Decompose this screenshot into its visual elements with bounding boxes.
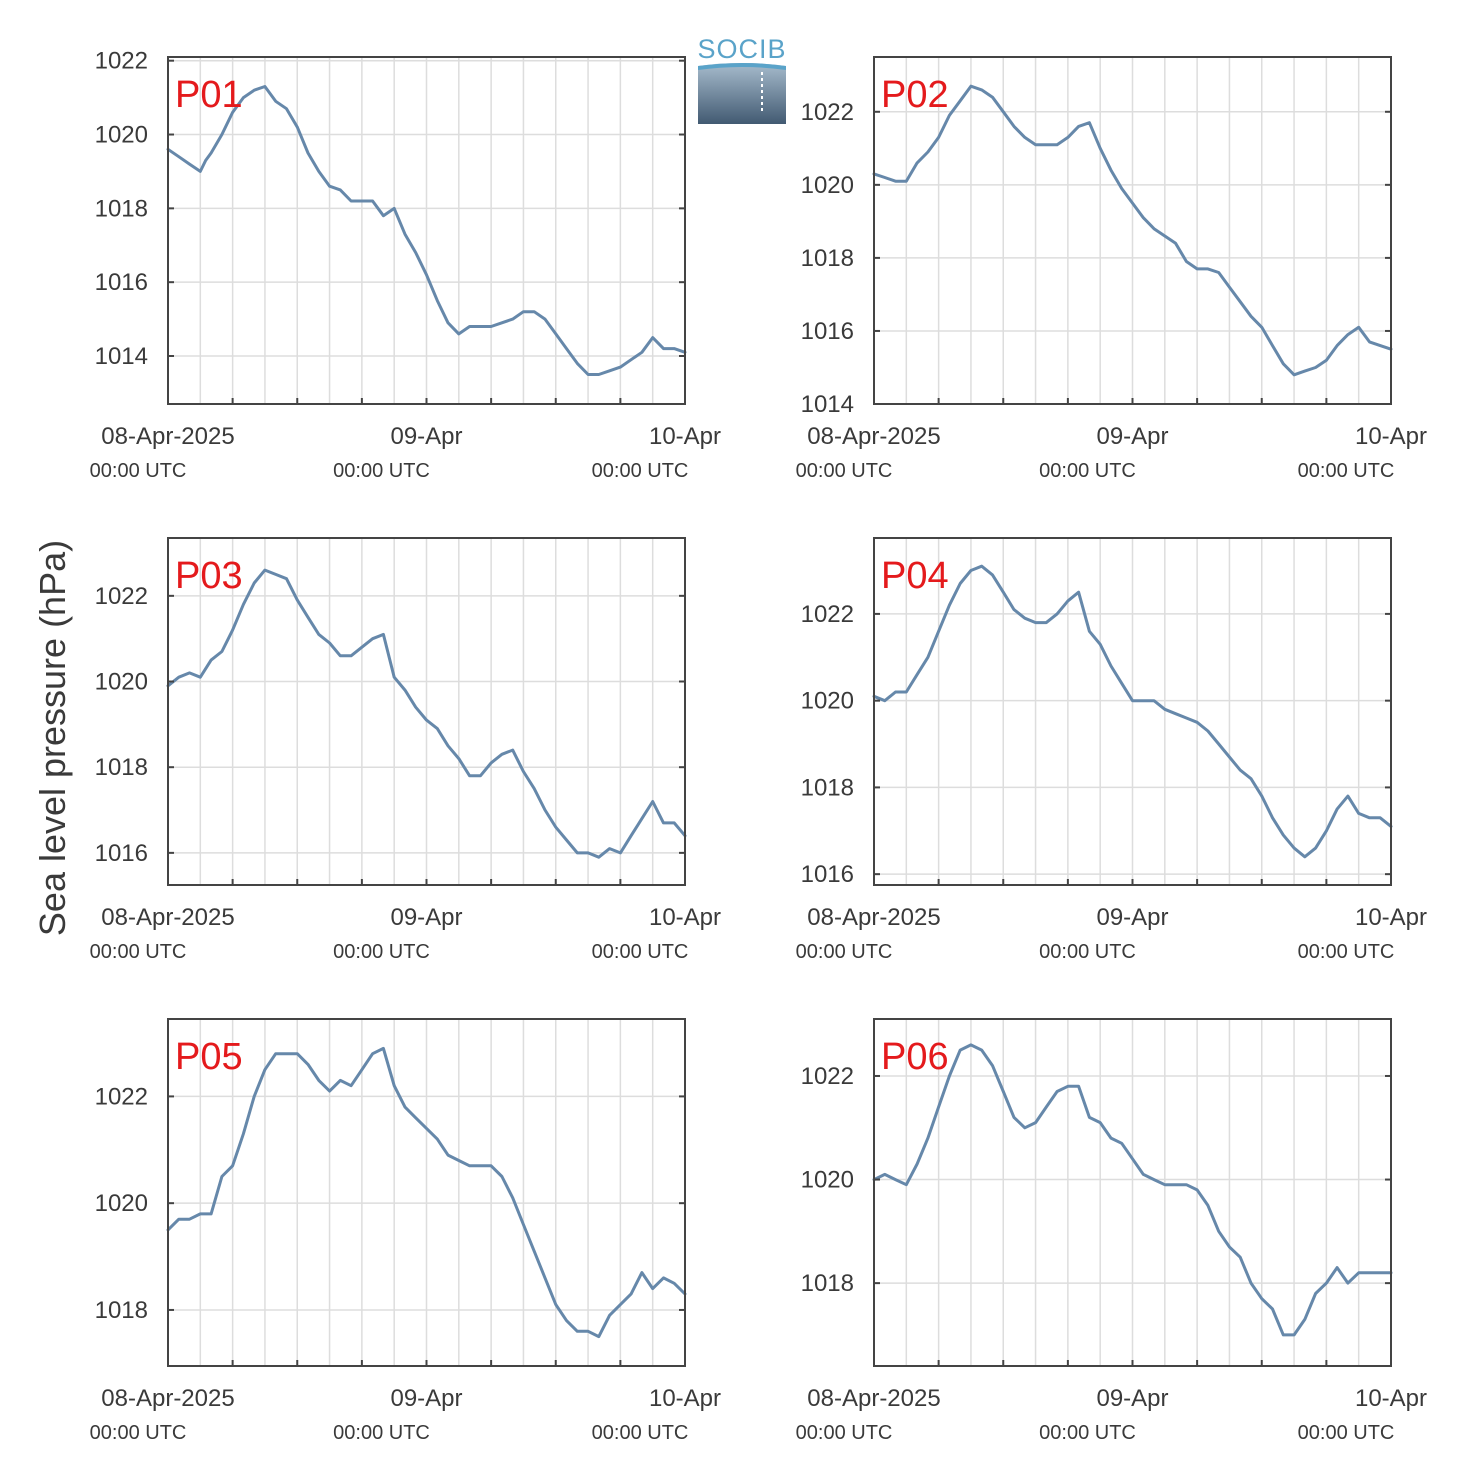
x-tick-sublabel: 00:00 UTC xyxy=(592,941,689,963)
x-tick-sublabel: 00:00 UTC xyxy=(90,460,187,482)
panel-label: P02 xyxy=(881,74,949,116)
y-tick-label: 1016 xyxy=(801,861,854,888)
x-tick-sublabel: 00:00 UTC xyxy=(1298,941,1395,963)
y-tick-label: 1022 xyxy=(95,48,148,75)
x-tick-sublabel: 00:00 UTC xyxy=(1039,460,1136,482)
series-line xyxy=(872,84,1393,377)
x-tick-label: 09-Apr xyxy=(390,904,462,931)
y-tick-label: 1018 xyxy=(801,774,854,801)
y-axis-label: Sea level pressure (hPa) xyxy=(32,540,73,936)
y-tick-label: 1018 xyxy=(95,1297,148,1324)
panel-label: P04 xyxy=(881,555,949,597)
x-tick-sublabel: 00:00 UTC xyxy=(1298,1422,1395,1444)
chart-panel-p05: 1018 1020 1022 08-Apr-2025 00:00 UTC 09-Apr 00… xyxy=(90,1018,721,1444)
x-tick-sublabel: 00:00 UTC xyxy=(333,941,430,963)
x-tick-label: 08-Apr-2025 xyxy=(807,423,940,450)
x-tick-label: 10-Apr xyxy=(1355,423,1427,450)
y-tick-label: 1020 xyxy=(95,1190,148,1217)
series-line xyxy=(872,564,1393,859)
x-tick-label: 08-Apr-2025 xyxy=(807,1385,940,1412)
x-tick-label: 08-Apr-2025 xyxy=(101,904,234,931)
x-tick-label: 08-Apr-2025 xyxy=(101,423,234,450)
y-tick-label: 1018 xyxy=(801,245,854,272)
x-tick-sublabel: 00:00 UTC xyxy=(1298,460,1395,482)
x-tick-label: 09-Apr xyxy=(390,1385,462,1412)
y-tick-label: 1022 xyxy=(801,99,854,126)
y-tick-label: 1020 xyxy=(95,669,148,696)
y-tick-label: 1020 xyxy=(95,122,148,149)
y-tick-label: 1020 xyxy=(801,172,854,199)
panel-label: P05 xyxy=(175,1036,243,1078)
logo-wave-top xyxy=(698,63,786,70)
panel-label: P01 xyxy=(175,74,243,116)
x-tick-sublabel: 00:00 UTC xyxy=(796,1422,893,1444)
x-tick-label: 10-Apr xyxy=(1355,904,1427,931)
y-tick-label: 1022 xyxy=(801,601,854,628)
x-tick-sublabel: 00:00 UTC xyxy=(90,941,187,963)
chart-panel-p01: 1014 1016 1018 1020 1022 08-Apr-2025 00:00 UTC… xyxy=(90,48,721,482)
y-tick-label: 1022 xyxy=(801,1063,854,1090)
series-line xyxy=(166,568,687,859)
x-tick-sublabel: 00:00 UTC xyxy=(90,1422,187,1444)
x-tick-label: 08-Apr-2025 xyxy=(101,1385,234,1412)
x-tick-sublabel: 00:00 UTC xyxy=(1039,941,1136,963)
y-tick-label: 1018 xyxy=(95,195,148,222)
y-tick-label: 1020 xyxy=(801,1167,854,1194)
series-line xyxy=(166,85,687,376)
y-tick-label: 1022 xyxy=(95,1083,148,1110)
x-tick-sublabel: 00:00 UTC xyxy=(592,1422,689,1444)
x-tick-sublabel: 00:00 UTC xyxy=(796,941,893,963)
x-tick-label: 10-Apr xyxy=(649,423,721,450)
logo-wave-block xyxy=(698,63,786,124)
y-tick-label: 1022 xyxy=(95,583,148,610)
chart-panel-p04: 1016 1018 1020 1022 08-Apr-2025 00:00 UTC 09-A… xyxy=(796,537,1427,963)
logo-text: SOCIB xyxy=(697,34,786,64)
x-tick-label: 09-Apr xyxy=(1096,904,1168,931)
x-tick-sublabel: 00:00 UTC xyxy=(333,460,430,482)
panel-label: P03 xyxy=(175,555,243,597)
x-tick-sublabel: 00:00 UTC xyxy=(333,1422,430,1444)
x-tick-label: 10-Apr xyxy=(1355,1385,1427,1412)
x-tick-label: 09-Apr xyxy=(1096,1385,1168,1412)
chart-panel-p06: 1018 1020 1022 08-Apr-2025 00:00 UTC 09-Apr 00… xyxy=(796,1018,1427,1444)
x-tick-label: 09-Apr xyxy=(390,423,462,450)
y-tick-label: 1018 xyxy=(801,1270,854,1297)
panel-label: P06 xyxy=(881,1036,949,1078)
chart-panel-p03: 1016 1018 1020 1022 08-Apr-2025 00:00 UTC 09-A… xyxy=(90,537,721,963)
x-tick-label: 10-Apr xyxy=(649,904,721,931)
y-tick-label: 1016 xyxy=(95,269,148,296)
y-tick-label: 1014 xyxy=(801,391,854,418)
y-tick-label: 1020 xyxy=(801,688,854,715)
y-tick-label: 1014 xyxy=(95,343,148,370)
x-tick-sublabel: 00:00 UTC xyxy=(592,460,689,482)
series-line xyxy=(872,1043,1393,1337)
socib-logo: SOCIB xyxy=(697,34,786,124)
chart-panels: 1014 1016 1018 1020 1022 08-Apr-2025 00:00 UTC… xyxy=(90,48,1427,1444)
series-line xyxy=(166,1046,687,1339)
x-tick-sublabel: 00:00 UTC xyxy=(796,460,893,482)
x-tick-sublabel: 00:00 UTC xyxy=(1039,1422,1136,1444)
x-tick-label: 08-Apr-2025 xyxy=(807,904,940,931)
y-tick-label: 1016 xyxy=(95,840,148,867)
y-tick-label: 1018 xyxy=(95,754,148,781)
x-tick-label: 09-Apr xyxy=(1096,423,1168,450)
x-tick-label: 10-Apr xyxy=(649,1385,721,1412)
chart-panel-p02: 1014 1016 1018 1020 1022 08-Apr-2025 00:00 UTC… xyxy=(796,56,1427,482)
y-tick-label: 1016 xyxy=(801,318,854,345)
